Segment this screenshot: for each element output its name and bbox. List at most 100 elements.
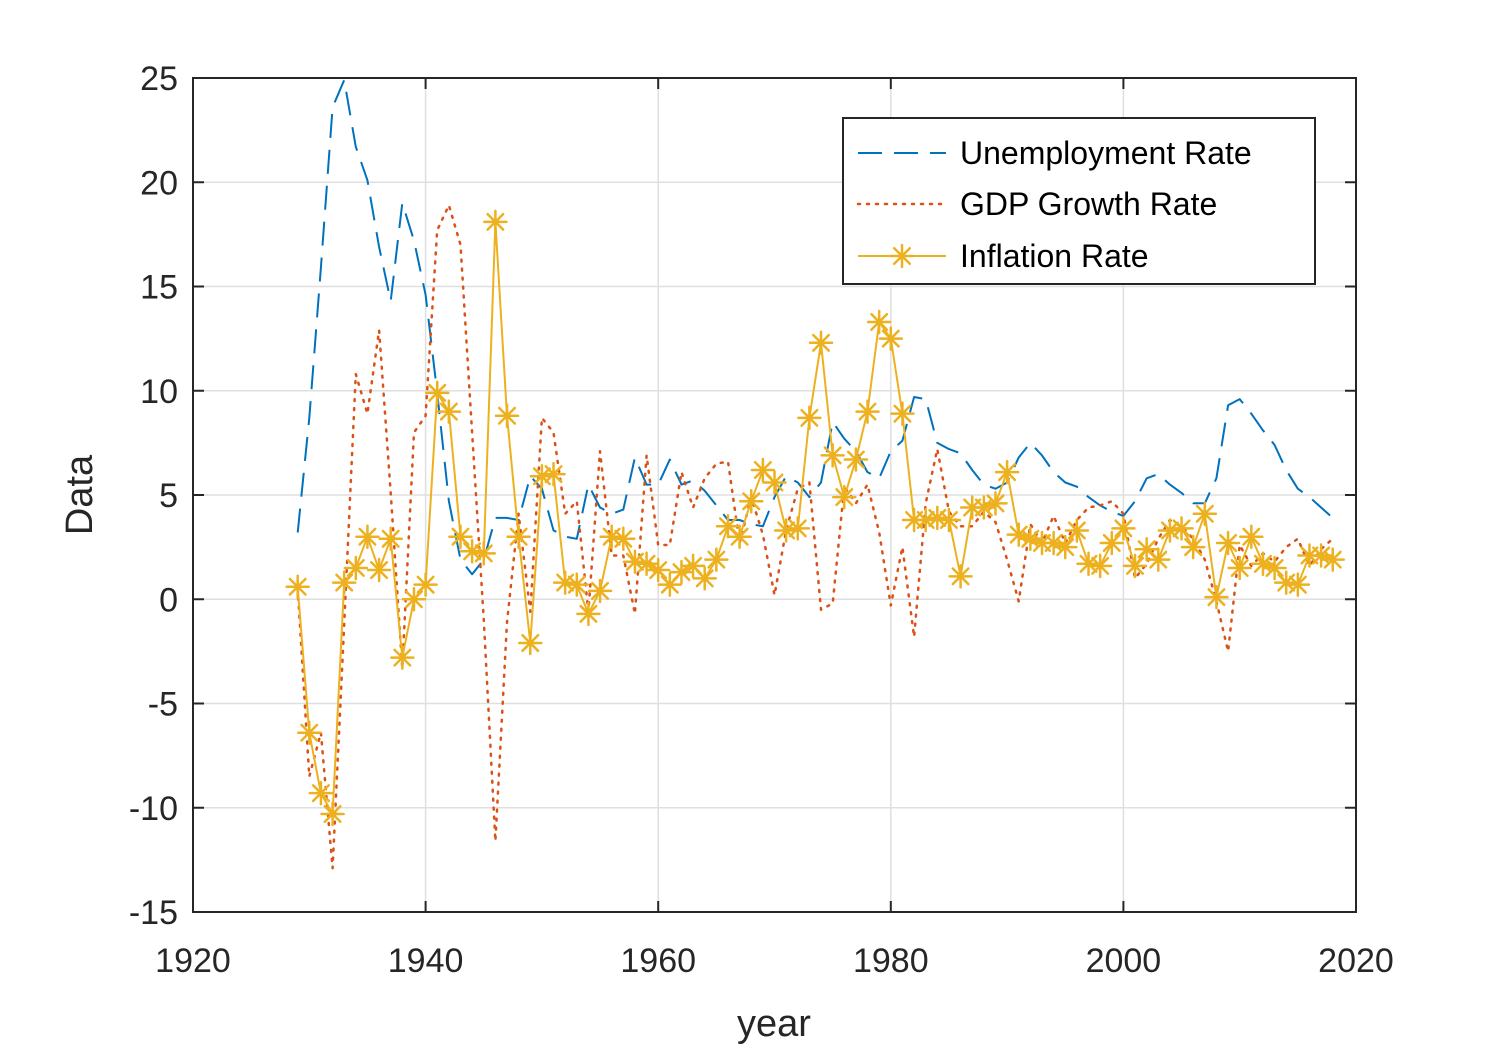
inflation-marker <box>1215 530 1241 556</box>
legend-item-inflation: Inflation Rate <box>858 238 1149 274</box>
inflation-marker <box>506 524 531 549</box>
inflation-marker <box>866 309 892 335</box>
inflation-marker <box>331 570 357 595</box>
inflation-marker <box>1087 553 1113 579</box>
inflation-marker <box>890 401 915 426</box>
y-axis-label: Data <box>59 454 101 535</box>
y-tick-label: 5 <box>159 477 178 515</box>
inflation-marker <box>1320 547 1345 572</box>
x-tick-label: 2020 <box>1318 942 1394 980</box>
inflation-marker <box>308 780 334 806</box>
inflation-marker <box>611 526 636 552</box>
x-tick-label: 1980 <box>853 942 929 980</box>
inflation-marker <box>448 524 473 549</box>
y-tick-label: 15 <box>140 269 178 307</box>
legend-label: Unemployment Rate <box>960 135 1252 171</box>
inflation-marker <box>832 484 857 510</box>
inflation-marker <box>692 566 717 591</box>
gdp-growth-rate-line <box>296 203 1334 870</box>
inflation-marker <box>738 489 764 514</box>
inflation-marker <box>378 526 403 552</box>
inflation-marker <box>413 572 438 597</box>
inflation-marker <box>483 209 508 235</box>
inflation-marker <box>936 507 962 533</box>
inflation-marker <box>785 516 811 541</box>
inflation-marker <box>355 524 380 549</box>
inflation-marker <box>820 443 845 468</box>
inflation-marker <box>1111 516 1136 541</box>
inflation-marker <box>1146 547 1171 572</box>
inflation-marker <box>494 403 520 429</box>
axis-ticks <box>192 77 1357 913</box>
inflation-marker <box>680 553 706 579</box>
inflation-marker <box>983 491 1008 516</box>
y-tick-label: 10 <box>140 373 178 411</box>
inflation-marker <box>1053 534 1078 560</box>
x-tick-label: 1940 <box>388 942 464 980</box>
inflation-marker <box>878 326 904 351</box>
inflation-marker <box>634 551 659 577</box>
inflation-marker <box>424 380 450 406</box>
inflation-marker <box>704 547 729 572</box>
legend-label: GDP Growth Rate <box>960 186 1217 222</box>
inflation-marker <box>390 645 415 670</box>
y-tick-label: -10 <box>129 790 178 828</box>
y-tick-label: 20 <box>140 164 178 202</box>
y-tick-label: -15 <box>129 894 178 932</box>
x-tick-labels: 1920 1940 1960 1980 2000 2020 <box>155 942 1394 980</box>
legend-items: Unemployment Rate GDP Growth Rate Inflatio… <box>856 135 1252 274</box>
inflation-marker <box>808 330 834 356</box>
inflation-marker <box>297 720 322 745</box>
x-tick-label: 2000 <box>1086 942 1162 980</box>
inflation-marker <box>401 587 427 612</box>
inflation-marker <box>564 572 590 597</box>
inflation-marker <box>1239 524 1264 549</box>
inflation-marker <box>1180 534 1206 560</box>
inflation-marker <box>285 574 310 599</box>
inflation-marker <box>320 801 345 827</box>
inflation-marker <box>471 541 496 566</box>
inflation-marker <box>727 524 752 549</box>
inflation-marker <box>587 578 613 604</box>
inflation-marker <box>1064 518 1090 543</box>
x-tick-label: 1960 <box>620 942 696 980</box>
inflation-marker <box>1122 553 1148 579</box>
y-tick-label: 0 <box>159 581 178 619</box>
legend: Unemployment Rate GDP Growth Rate Inflatio… <box>842 117 1316 285</box>
inflation-marker <box>1285 572 1311 597</box>
y-tick-label: -5 <box>148 686 178 724</box>
inflation-marker <box>576 601 601 627</box>
inflation-marker <box>762 470 787 495</box>
series-layer <box>285 79 1345 870</box>
inflation-marker <box>1227 555 1252 581</box>
inflation-marker <box>669 559 694 585</box>
y-tick-labels: -15 -10 -5 0 5 10 15 20 25 <box>129 60 178 932</box>
inflation-marker <box>889 243 915 269</box>
x-tick-label: 1920 <box>155 942 231 980</box>
inflation-marker <box>994 459 1020 485</box>
inflation-marker <box>622 549 648 574</box>
inflation-marker <box>436 399 462 424</box>
legend-item-gdp: GDP Growth Rate <box>856 186 1217 222</box>
legend-label: Inflation Rate <box>960 238 1149 274</box>
inflation-markers <box>285 209 1345 827</box>
inflation-marker <box>797 405 822 431</box>
unemployment-rate-line <box>296 79 1334 576</box>
inflation-marker <box>1076 551 1101 577</box>
inflation-marker <box>541 461 566 487</box>
inflation-marker <box>843 447 869 472</box>
x-axis-label: year <box>737 1003 811 1045</box>
inflation-marker <box>1192 501 1218 527</box>
inflation-marker <box>1169 516 1194 541</box>
inflation-marker <box>1099 530 1125 556</box>
y-tick-label: 25 <box>140 60 178 98</box>
inflation-marker <box>343 555 369 581</box>
inflation-marker <box>1204 584 1229 610</box>
inflation-marker <box>1262 555 1287 581</box>
inflation-marker <box>366 557 392 583</box>
inflation-marker <box>645 557 671 583</box>
inflation-marker <box>855 399 880 424</box>
inflation-marker <box>518 630 543 656</box>
legend-item-unemployment: Unemployment Rate <box>858 135 1252 171</box>
